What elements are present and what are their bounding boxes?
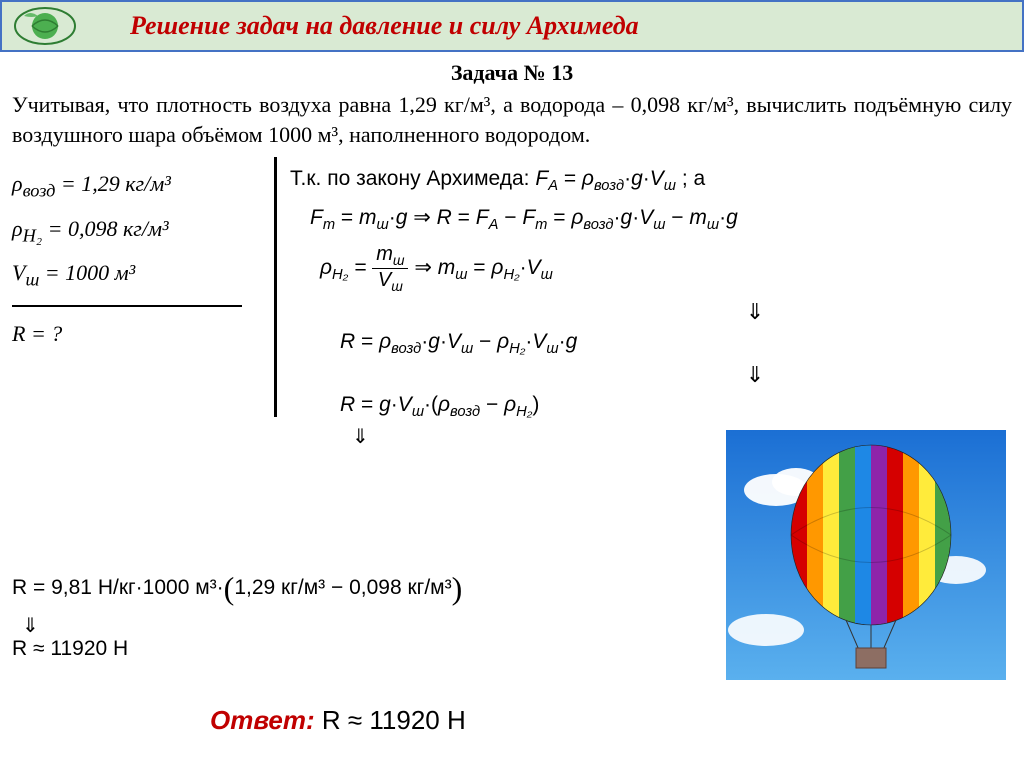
given-find: R = ? bbox=[12, 321, 272, 347]
vertical-divider bbox=[274, 157, 277, 417]
answer-value: R ≈ 11920 Н bbox=[322, 705, 466, 735]
answer-label: Ответ: bbox=[210, 705, 315, 735]
down-arrow-icon: ⇓ bbox=[500, 302, 1010, 322]
given-rho-air: ρвозд = 1,29 кг/м³ bbox=[12, 171, 272, 201]
given-rho-h2: ρH₂ = 0,098 кг/м³ bbox=[12, 216, 272, 246]
down-arrow-icon: ⇓ bbox=[500, 365, 1010, 385]
problem-number: Задача № 13 bbox=[0, 60, 1024, 86]
answer-line: Ответ: R ≈ 11920 Н bbox=[210, 705, 466, 736]
fraction: mш Vш bbox=[372, 243, 408, 294]
given-volume: Vш = 1000 м³ bbox=[12, 260, 272, 290]
header-bar: Решение задач на давление и силу Архимед… bbox=[0, 0, 1024, 52]
calc-line: R = 9,81 Н/кг·1000 м³·(1,29 кг/м³ − 0,09… bbox=[12, 570, 462, 607]
page-title: Решение задач на давление и силу Архимед… bbox=[130, 11, 639, 41]
work-line-4: R = ρвозд·g·Vш − ρH₂·Vш·g bbox=[340, 330, 1010, 357]
work-line-5: R = g·Vш·(ρвозд − ρH₂) bbox=[340, 393, 1010, 420]
given-block: ρвозд = 1,29 кг/м³ ρH₂ = 0,098 кг/м³ Vш … bbox=[12, 157, 272, 360]
balloon-illustration bbox=[726, 430, 1006, 680]
work-line-2: Fт = mш·g ⇒ R = FA − Fт = ρвозд·g·Vш − m… bbox=[310, 205, 1010, 233]
site-logo bbox=[10, 4, 80, 48]
work-line-3: ρH₂ = mш Vш ⇒ mш = ρH₂·Vш bbox=[320, 243, 1010, 294]
calculation-block: R = 9,81 Н/кг·1000 м³·(1,29 кг/м³ − 0,09… bbox=[12, 560, 462, 671]
down-arrow-icon: ⇓ bbox=[22, 617, 462, 635]
given-divider bbox=[12, 305, 242, 307]
problem-text: Учитывая, что плотность воздуха равна 1,… bbox=[0, 86, 1024, 157]
work-line-1: Т.к. по закону Архимеда: FA = ρвозд·g·Vш… bbox=[290, 167, 1010, 194]
calc-result: R ≈ 11920 Н bbox=[12, 637, 462, 661]
derivation-block: Т.к. по закону Архимеда: FA = ρвозд·g·Vш… bbox=[290, 157, 1010, 443]
